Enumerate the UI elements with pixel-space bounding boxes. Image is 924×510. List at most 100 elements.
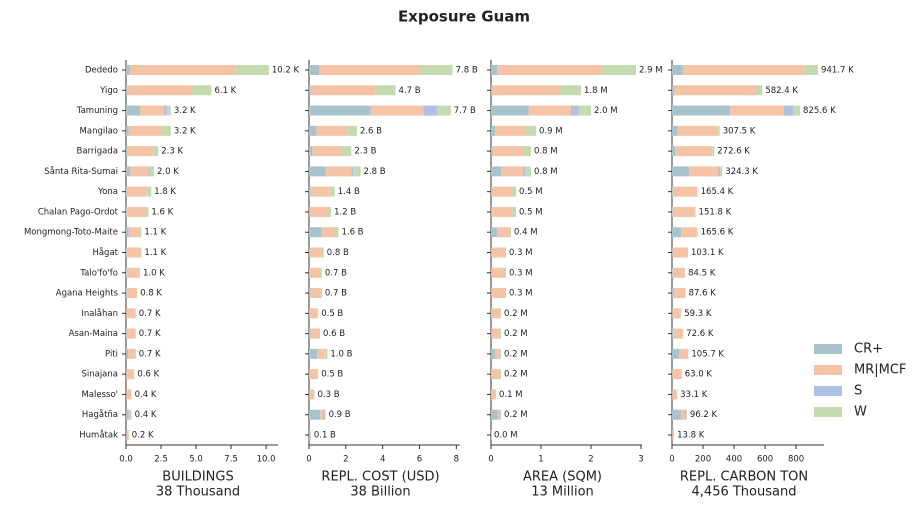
bar-segment (138, 267, 141, 278)
bar-segment (316, 125, 348, 136)
bar-segment (329, 186, 335, 197)
x-tick-label: 3 (638, 455, 643, 465)
bar-segment (126, 288, 137, 299)
bar-segment (130, 166, 149, 177)
bar-segment (146, 186, 152, 197)
total-label: 87.6 K (689, 289, 717, 299)
total-label: 272.6 K (717, 147, 750, 157)
bar-segment (511, 186, 516, 197)
total-label: 96.2 K (690, 410, 718, 420)
bar-segment (491, 186, 492, 197)
total-label: 165.6 K (701, 228, 734, 238)
bar-segment (126, 389, 132, 400)
bar-segment (674, 85, 755, 96)
total-label: 7.7 B (454, 106, 476, 116)
bar-segment (678, 348, 688, 359)
y-tick-label: Hagåtña (82, 409, 118, 420)
bar-segment (492, 288, 505, 299)
total-label: 0.9 B (329, 410, 351, 420)
bar-segment (126, 369, 134, 380)
bar-segment (675, 146, 713, 157)
bar-segment (126, 186, 127, 197)
bar-segment (492, 186, 511, 197)
total-label: 324.3 K (725, 167, 758, 177)
bar-segment (128, 348, 135, 359)
bar-segment (163, 105, 167, 116)
bar-segment (128, 227, 141, 238)
total-label: 0.6 K (137, 370, 159, 380)
bar-segment (509, 227, 511, 238)
total-label: 4.7 B (399, 86, 421, 96)
total-label: 307.5 K (723, 126, 756, 136)
bar-segment (559, 85, 581, 96)
total-label: 0.2 M (504, 309, 528, 319)
total-label: 1.0 B (330, 349, 352, 359)
legend-label: MR|MCF (854, 363, 906, 378)
y-tick-label: Yona (97, 187, 118, 197)
bar-segment (317, 369, 319, 380)
bar-segment (500, 328, 501, 339)
total-label: 0.1 M (499, 390, 523, 400)
bar-segment (491, 389, 492, 400)
bar-segment (491, 409, 498, 420)
bar-segment (712, 146, 715, 157)
bar-segment (673, 328, 683, 339)
bar-segment (325, 166, 352, 177)
bar-segment (696, 186, 698, 197)
bar-segment (126, 288, 127, 299)
y-tick-label: Dededo (85, 66, 118, 76)
total-label: 0.2 M (504, 329, 528, 339)
bar-segment (320, 409, 323, 420)
bar-segment (320, 267, 322, 278)
bar-segment (492, 206, 512, 217)
y-tick-label: Barrigada (77, 147, 118, 157)
bar-segment (319, 328, 321, 339)
total-label: 0.7 B (325, 289, 347, 299)
total-label: 0.7 B (325, 268, 347, 278)
bar-segment (500, 409, 501, 420)
x-tick-label: 400 (726, 455, 742, 465)
bar-segment (310, 186, 330, 197)
y-tick-label: Mangilao (80, 126, 118, 136)
bar-segment (309, 125, 317, 136)
y-tick-label: Yigo (99, 86, 118, 96)
bar-segment (528, 105, 571, 116)
bar-segment (717, 125, 720, 136)
x-axis-sublabel: 13 Million (531, 485, 594, 500)
bar-segment (491, 348, 495, 359)
total-label: 1.1 K (144, 248, 166, 258)
bar-segment (684, 267, 686, 278)
bar-segment (319, 65, 420, 75)
x-tick-label: 5.0 (189, 455, 203, 465)
bar-segment (313, 389, 315, 400)
bar-segment (309, 247, 310, 258)
total-label: 1.8 K (154, 187, 176, 197)
y-tick-label: Hågat (92, 247, 118, 258)
bar-segment (312, 146, 343, 157)
y-tick-label: Malesso' (81, 390, 118, 400)
bar-segment (126, 267, 139, 278)
bar-segment (309, 247, 322, 258)
bar-segment (126, 206, 127, 217)
bar-segment (136, 288, 138, 299)
bar-segment (492, 267, 504, 278)
total-label: 0.5 B (321, 309, 343, 319)
bar-segment (522, 146, 531, 157)
x-tick-label: 2 (343, 455, 348, 465)
bar-segment (694, 206, 696, 217)
bar-segment (370, 105, 424, 116)
bar-segment (672, 369, 682, 380)
bar-segment (309, 166, 326, 177)
bar-segment (720, 166, 723, 177)
total-label: 7.8 B (456, 66, 478, 76)
bar-segment (672, 328, 674, 339)
x-axis-label: REPL. CARBON TON (680, 470, 808, 485)
y-tick-label: Sånta Rita-Sumai (44, 166, 118, 177)
bar-segment (672, 125, 678, 136)
bar-segment (126, 85, 128, 96)
bar-segment (309, 85, 311, 96)
bar-segment (144, 206, 149, 217)
bar-segment (672, 389, 677, 400)
bar-segment (126, 146, 128, 157)
